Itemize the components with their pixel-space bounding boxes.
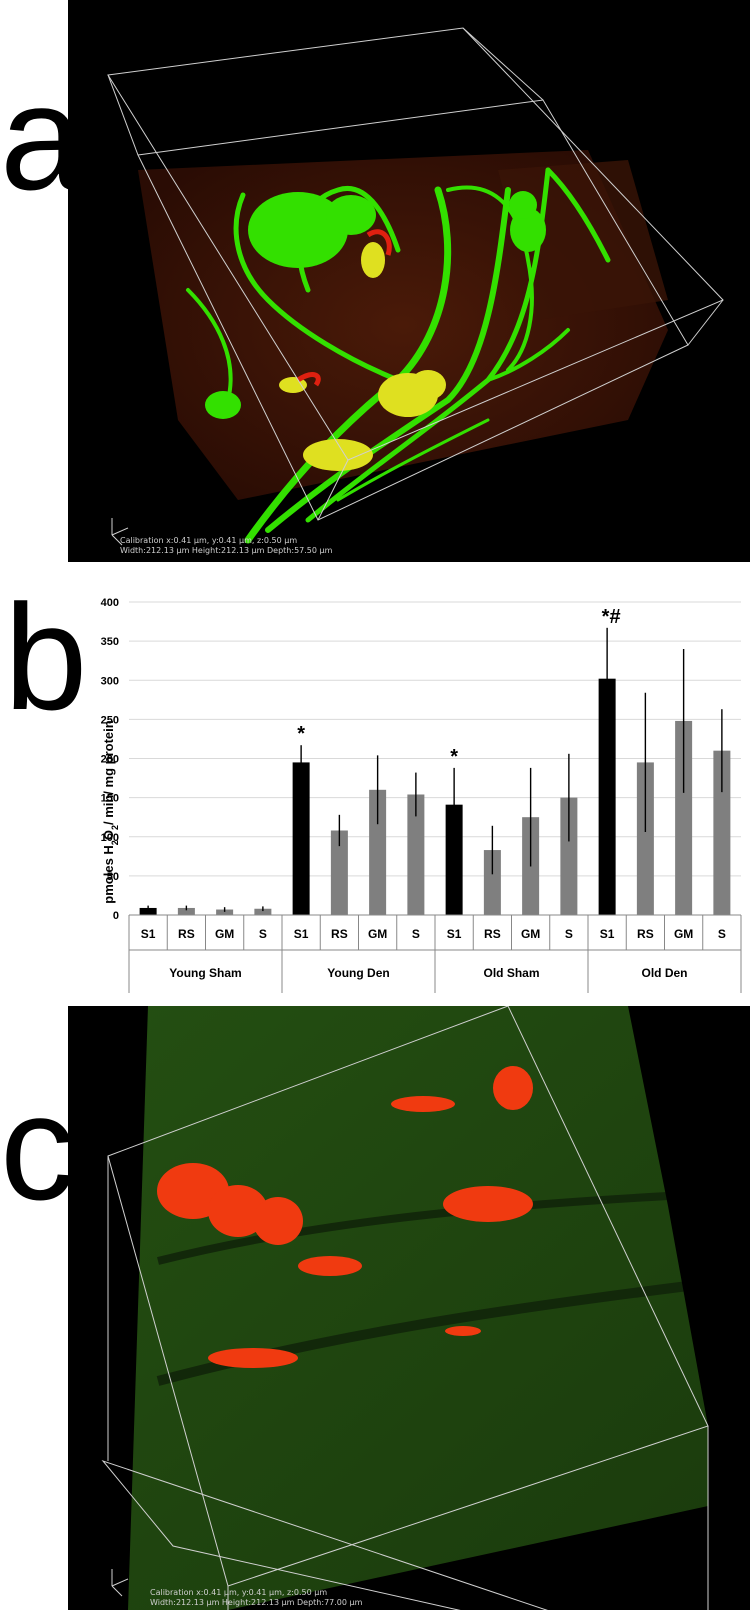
y-tick-label: 0 [113, 910, 119, 922]
group-label: Young Den [327, 966, 389, 980]
y-tick-labels: 0 50 100 150 200 250 300 350 400 [101, 597, 119, 922]
cell-body [326, 195, 376, 235]
y-tick-label: 300 [101, 675, 119, 687]
bars [139, 678, 731, 915]
cell-body [510, 208, 546, 252]
panel-b-letter: b [4, 573, 88, 741]
endplates [279, 242, 446, 471]
bounding-box [107, 27, 724, 521]
y-tick-label: 250 [101, 714, 119, 726]
y-tick-label: 150 [101, 793, 119, 805]
category-label: GM [368, 927, 387, 941]
cell-body [509, 191, 537, 219]
bar [598, 678, 616, 915]
panel-a-micrograph: Calibration x:0.41 µm, y:0.41 µm, z:0.50… [68, 0, 750, 562]
y-tick-label: 50 [107, 871, 119, 883]
bar [139, 907, 157, 915]
y-tick-label: 100 [101, 832, 119, 844]
bar [675, 720, 693, 915]
panel-c-calibration: Calibration x:0.41 µm, y:0.41 µm, z:0.50… [150, 1588, 328, 1597]
bar [483, 850, 501, 915]
category-label: RS [637, 927, 654, 941]
category-label: RS [178, 927, 195, 941]
group-label: Old Sham [483, 966, 539, 980]
bar [330, 830, 348, 915]
category-label: GM [215, 927, 234, 941]
cell-body [205, 391, 241, 419]
panel-b-chart: 0 50 100 150 200 250 300 350 400 * * *# S1 RS GM S S1 R… [101, 597, 742, 993]
significance-annotation: *# [602, 606, 621, 628]
panel-c-letter: c [0, 1063, 75, 1231]
category-label: S [259, 927, 267, 941]
bar [177, 907, 195, 915]
y-axis-label-part: / min/ mg protein [101, 720, 116, 825]
bar [445, 804, 463, 915]
y-tick-label: 350 [101, 636, 119, 648]
group-labels: Young Sham Young Den Old Sham Old Den [128, 915, 742, 993]
panel-a-dimensions: Width:212.13 µm Height:212.13 µm Depth:5… [120, 546, 333, 555]
y-tick-label: 400 [101, 597, 119, 609]
bar [254, 908, 272, 915]
group-label: Old Den [641, 966, 687, 980]
error-bars [147, 627, 723, 912]
significance-annotation: * [297, 723, 305, 745]
category-label: S [412, 927, 420, 941]
category-label: S1 [141, 927, 156, 941]
bar [292, 762, 310, 915]
cell-body [248, 192, 348, 268]
category-label: S1 [447, 927, 462, 941]
bar [216, 909, 234, 915]
bar [560, 797, 578, 915]
y-axis-label-part: O [101, 830, 116, 840]
panel-c-dimensions: Width:212.13 µm Height:212.13 µm Depth:7… [150, 1598, 363, 1607]
category-label: GM [521, 927, 540, 941]
bar [369, 789, 387, 915]
panel-a-calibration: Calibration x:0.41 µm, y:0.41 µm, z:0.50… [120, 536, 298, 545]
endplates [157, 1066, 533, 1368]
bar [407, 794, 425, 915]
y-axis-label-part: 2 [110, 825, 120, 830]
y-axis-label-part: pmoles H [101, 845, 116, 904]
category-label: RS [331, 927, 348, 941]
category-label: S [718, 927, 726, 941]
category-labels: S1 RS GM S S1 RS GM S S1 RS GM S S1 RS GM S [141, 915, 726, 950]
category-label: S1 [294, 927, 309, 941]
axis-triad-icon [111, 1569, 129, 1597]
axis-triad-icon [111, 518, 129, 546]
category-label: GM [674, 927, 693, 941]
category-label: S [565, 927, 573, 941]
bounding-box [101, 1006, 709, 1610]
annotations: * * *# [297, 606, 620, 768]
significance-annotation: * [450, 746, 458, 768]
group-label: Young Sham [169, 966, 241, 980]
y-axis-label-part: 2 [110, 840, 120, 845]
bar [713, 750, 731, 915]
category-label: S1 [600, 927, 615, 941]
y-axis-label: pmoles H2O2/ min/ mg protein [101, 720, 120, 903]
panel-c-micrograph: Calibration x:0.41 µm, y:0.41 µm, z:0.50… [68, 1006, 750, 1610]
y-tick-label: 200 [101, 754, 119, 766]
category-label: RS [484, 927, 501, 941]
bar [636, 762, 654, 915]
